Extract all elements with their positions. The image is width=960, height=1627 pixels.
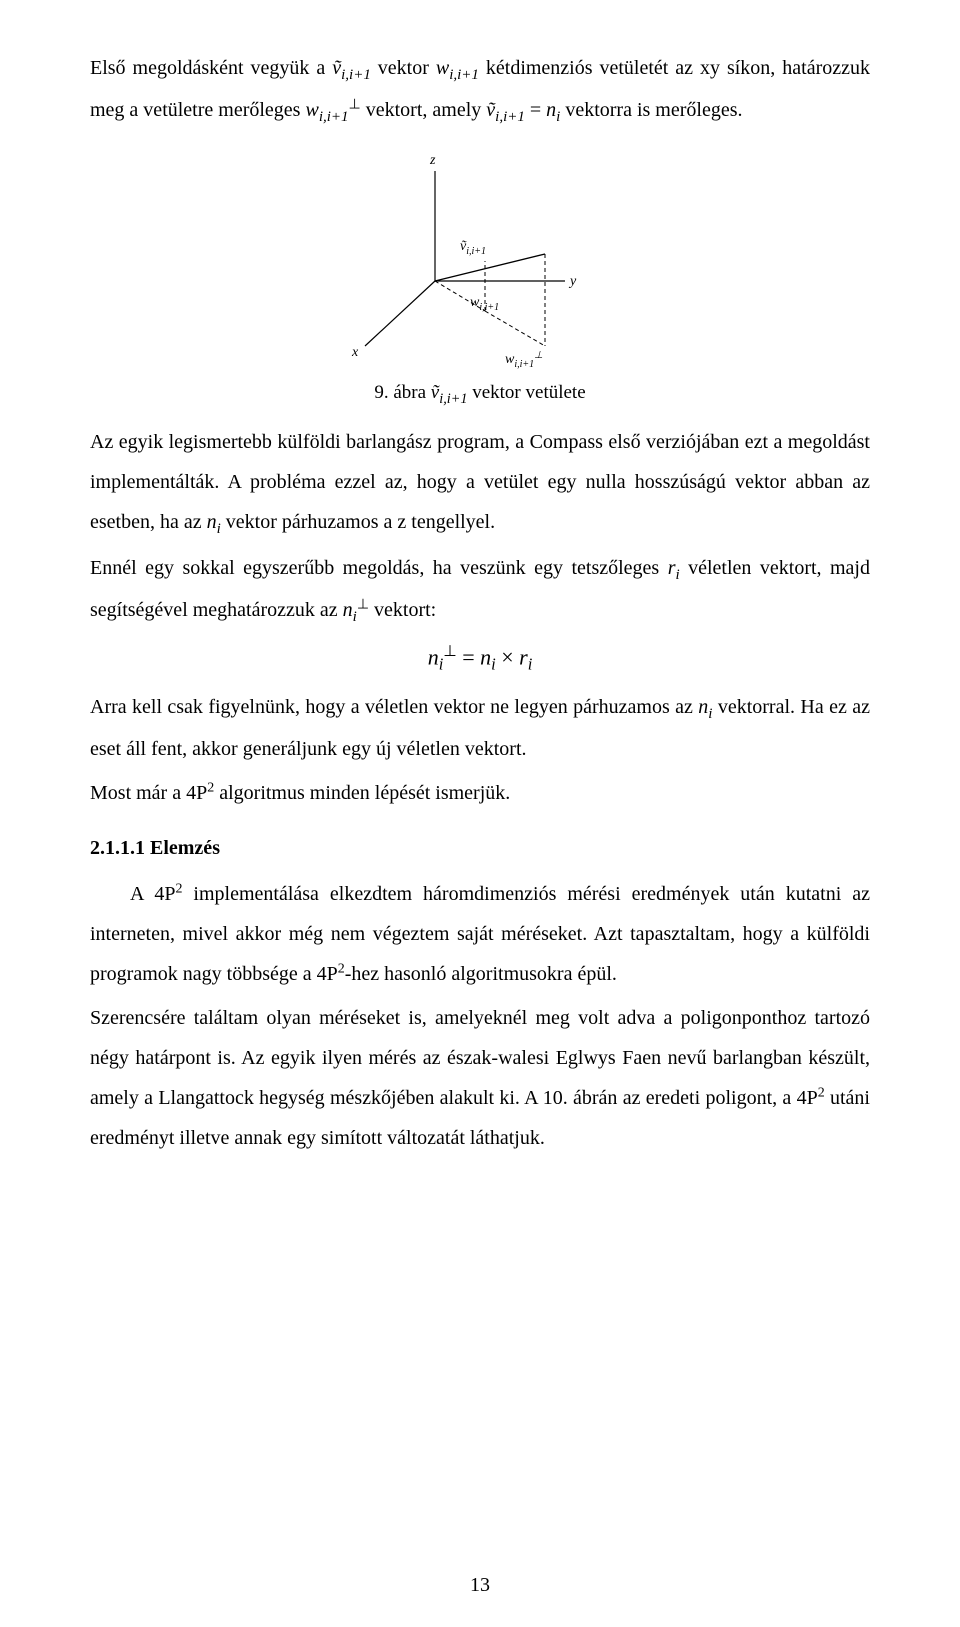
fig9-cap-v: ṽ — [431, 382, 439, 403]
eq-rhs-r: r — [519, 644, 528, 669]
math-perp-1: ⊥ — [349, 97, 361, 112]
p6-text-a: A 4P — [130, 883, 175, 905]
page: Első megoldásként vegyük a ṽi,i+1 vektor… — [0, 0, 960, 1627]
p1-text-b: vektor — [371, 57, 436, 79]
p3-text-c: vektort: — [369, 599, 436, 621]
axis-x-line — [365, 281, 435, 346]
p6-text-c: -hez hasonló algoritmusokra épül. — [345, 963, 617, 985]
fig9-cap-a: 9. ábra — [374, 382, 430, 403]
math-v-tilde: ṽ — [332, 57, 341, 79]
eq-times: × — [496, 644, 519, 669]
p3-text-a: Ennél egy sokkal egyszerűbb megoldás, ha… — [90, 557, 668, 579]
math-sub-3: i,i+1 — [319, 109, 349, 125]
paragraph-5: Most már a 4P2 algoritmus minden lépését… — [90, 773, 870, 813]
p1-text-d: vektort, amely — [361, 99, 487, 121]
axis-x-label: x — [351, 345, 359, 360]
page-number: 13 — [0, 1574, 960, 1597]
math-n-1: n — [546, 99, 556, 121]
math-eq-1: = — [525, 99, 546, 121]
p1-text-e: vektorra is merőleges. — [560, 99, 742, 121]
paragraph-7: Szerencsére találtam olyan méréseket is,… — [90, 998, 870, 1158]
math-w-2: w — [305, 99, 318, 121]
p1-text-a: Első megoldásként vegyük a — [90, 57, 332, 79]
figure-9-caption: 9. ábra ṽi,i+1 vektor vetülete — [90, 382, 870, 408]
p4-text-a: Arra kell csak figyelnünk, hogy a véletl… — [90, 696, 698, 718]
math-n-2: n — [207, 511, 217, 533]
eq-rhs-sub2: i — [528, 655, 533, 674]
axis-y-label: y — [568, 274, 577, 289]
math-n-4: n — [698, 696, 708, 718]
math-perp-2: ⊥ — [357, 597, 369, 612]
p5-text-a: Most már a 4P — [90, 782, 207, 804]
label-v: ṽi,i+1 — [460, 239, 486, 257]
eq-lhs-n: n — [428, 644, 439, 669]
figure-9-svg: z y x ṽi,i+1 wi,i+1 wi,i+1⊥ — [330, 146, 630, 376]
p6-sup2: 2 — [338, 961, 345, 976]
p5-text-b: algoritmus minden lépését ismerjük. — [214, 782, 510, 804]
paragraph-4: Arra kell csak figyelnünk, hogy a véletl… — [90, 687, 870, 769]
paragraph-1: Első megoldásként vegyük a ṽi,i+1 vektor… — [90, 48, 870, 132]
heading-2-1-1-1: 2.1.1.1 Elemzés — [90, 837, 870, 860]
label-w-perp: wi,i+1⊥ — [505, 350, 543, 370]
math-sub-4: i,i+1 — [495, 109, 525, 125]
paragraph-3: Ennél egy sokkal egyszerűbb megoldás, ha… — [90, 548, 870, 632]
equation-1: ni⊥ = ni × ri — [90, 642, 870, 675]
math-n-3: n — [343, 599, 353, 621]
axis-z-label: z — [429, 153, 436, 168]
paragraph-6: A 4P2 implementálása elkezdtem háromdime… — [90, 874, 870, 994]
math-sub-2: i,i+1 — [449, 67, 479, 83]
fig9-cap-sub: i,i+1 — [439, 391, 467, 407]
vector-v-line — [435, 254, 545, 281]
p7-text-a: Szerencsére találtam olyan méréseket is,… — [90, 1007, 870, 1109]
eq-eq: = — [457, 644, 480, 669]
label-w: wi,i+1 — [470, 295, 499, 313]
math-w-1: w — [436, 57, 449, 79]
p7-sup: 2 — [818, 1085, 825, 1100]
eq-lhs-perp: ⊥ — [443, 643, 456, 660]
eq-rhs-n: n — [480, 644, 491, 669]
math-v-tilde-2: ṽ — [486, 99, 495, 121]
p2-text-b: vektor párhuzamos a z tengellyel. — [221, 511, 495, 533]
dashed-proj-bottom — [485, 311, 545, 346]
figure-9: z y x ṽi,i+1 wi,i+1 wi,i+1⊥ — [90, 146, 870, 376]
paragraph-2: Az egyik legismertebb külföldi barlangás… — [90, 422, 870, 544]
fig9-cap-b: vektor vetülete — [467, 382, 585, 403]
math-sub-1: i,i+1 — [341, 67, 371, 83]
